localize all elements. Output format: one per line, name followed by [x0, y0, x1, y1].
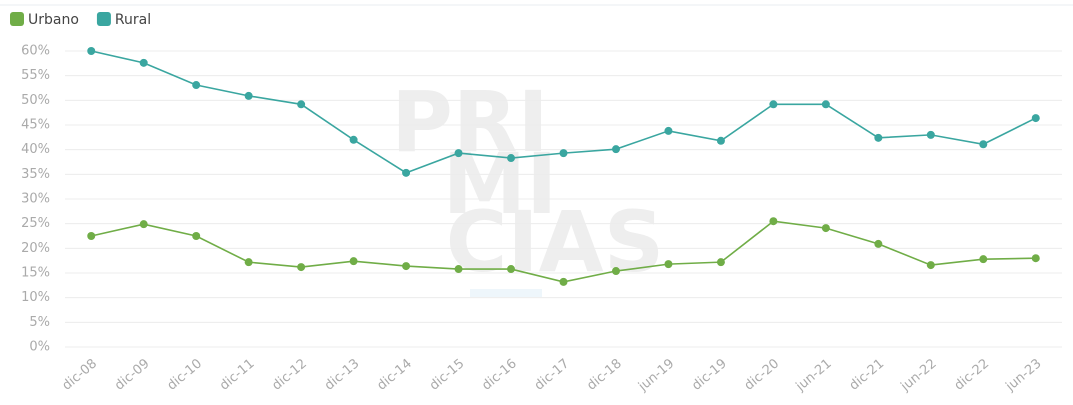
point — [874, 239, 883, 248]
legend-swatch — [96, 12, 111, 26]
y-tick-label: 40% — [21, 142, 50, 157]
point — [821, 224, 830, 233]
point — [244, 91, 253, 100]
point — [926, 130, 935, 139]
point — [349, 135, 358, 144]
x-tick-label: dic-14 — [374, 356, 414, 393]
point — [926, 261, 935, 270]
x-tick-label: jun-21 — [793, 356, 835, 395]
point — [611, 267, 620, 276]
x-tick-label: dic-10 — [165, 356, 205, 393]
point — [716, 258, 725, 267]
point — [402, 262, 411, 271]
point — [454, 149, 463, 158]
legend-label: Urbano — [28, 12, 79, 28]
x-tick-label: dic-08 — [60, 356, 100, 393]
point — [402, 168, 411, 177]
x-tick-label: jun-23 — [1003, 356, 1045, 395]
point — [87, 232, 96, 240]
y-tick-label: 45% — [21, 118, 50, 133]
y-tick-label: 15% — [21, 266, 50, 281]
x-tick-label: dic-12 — [269, 356, 309, 393]
y-tick-label: 35% — [21, 167, 50, 182]
x-tick-label: dic-21 — [847, 356, 887, 393]
x-tick-label: jun-22 — [898, 356, 940, 395]
point — [297, 263, 306, 272]
point — [611, 145, 620, 154]
y-tick-label: 55% — [21, 68, 50, 83]
x-tick-label: dic-18 — [584, 356, 624, 393]
x-tick-label: dic-11 — [217, 356, 257, 393]
point — [1031, 254, 1040, 263]
point — [769, 100, 778, 109]
point — [507, 265, 516, 274]
point — [192, 81, 201, 90]
x-tick-label: dic-13 — [322, 356, 362, 393]
point — [139, 58, 148, 67]
legend-label: Rural — [115, 12, 151, 28]
x-tick-label: dic-17 — [532, 356, 572, 393]
point — [192, 232, 201, 240]
point — [979, 255, 988, 264]
x-tick-label: dic-22 — [952, 356, 992, 393]
point — [297, 100, 306, 109]
x-tick-label: dic-09 — [112, 356, 152, 393]
point — [821, 100, 830, 109]
point — [874, 133, 883, 142]
y-tick-label: 30% — [21, 192, 50, 207]
x-tick-label: dic-19 — [689, 356, 729, 393]
point — [1031, 114, 1040, 123]
point — [716, 136, 725, 145]
x-tick-label: dic-16 — [479, 356, 519, 393]
y-tick-label: 25% — [21, 216, 50, 231]
point — [454, 265, 463, 274]
x-tick-label: jun-19 — [635, 356, 677, 395]
point — [349, 257, 358, 266]
watermark: CIAS — [446, 193, 664, 291]
x-tick-label: dic-20 — [742, 356, 782, 393]
y-tick-label: 0% — [29, 340, 50, 355]
point — [244, 258, 253, 267]
legend-swatch — [10, 12, 24, 26]
y-tick-label: 20% — [21, 241, 50, 256]
point — [559, 149, 568, 158]
point — [769, 217, 778, 226]
point — [559, 277, 568, 286]
y-tick-label: 50% — [21, 93, 50, 108]
y-tick-label: 10% — [21, 290, 50, 305]
point — [664, 126, 673, 135]
y-tick-label: 60% — [21, 44, 50, 59]
watermark-bar — [470, 289, 542, 297]
x-tick-label: dic-15 — [427, 356, 467, 393]
point — [87, 47, 96, 55]
point — [139, 220, 148, 229]
point — [979, 140, 988, 149]
y-tick-label: 5% — [29, 315, 50, 330]
point — [507, 154, 516, 163]
point — [664, 260, 673, 269]
